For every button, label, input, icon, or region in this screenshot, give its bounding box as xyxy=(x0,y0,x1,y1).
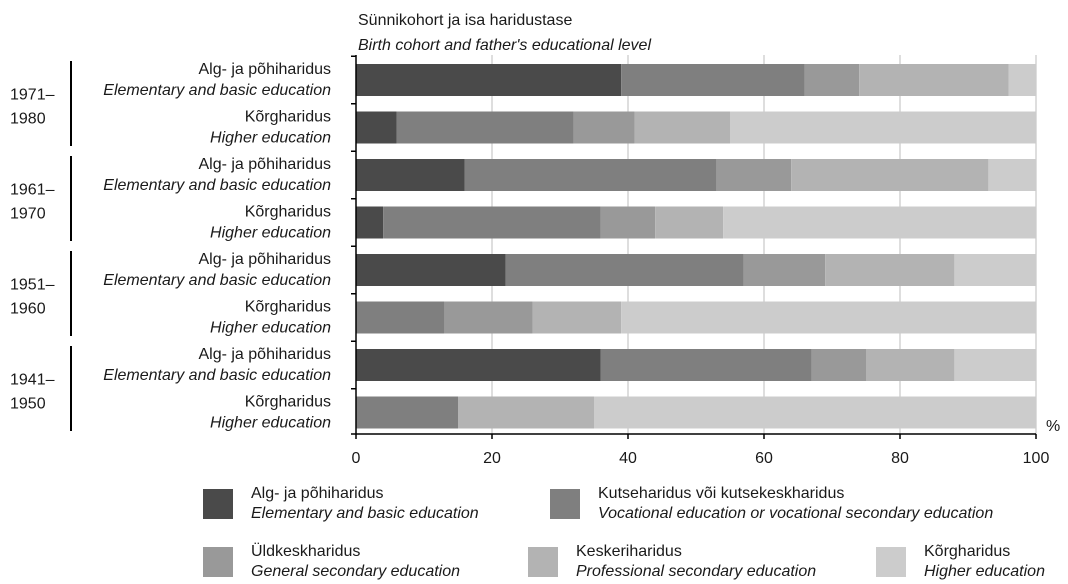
cohort-label-start: 1951– xyxy=(10,277,55,294)
legend-item-higher: Kõrgharidus Higher education xyxy=(876,542,1045,582)
cohort-label-end: 1970 xyxy=(10,206,46,223)
category-label-en: Elementary and basic education xyxy=(103,177,331,194)
bar-segment xyxy=(396,111,574,144)
category-label-en: Higher education xyxy=(210,415,331,432)
x-tick-label: 0 xyxy=(352,450,361,467)
bar-segment xyxy=(356,159,465,191)
category-label-en: Elementary and basic education xyxy=(103,367,331,384)
x-tick-label: 80 xyxy=(891,450,909,467)
category-label-et: Kõrgharidus xyxy=(245,109,331,126)
bar-segment xyxy=(791,159,989,191)
category-label-et: Alg- ja põhiharidus xyxy=(198,251,331,268)
legend-item-vocational: Kutseharidus või kutsekeskharidus Vocati… xyxy=(550,484,993,524)
bar-segment xyxy=(464,159,717,191)
category-label-en: Elementary and basic education xyxy=(103,82,331,99)
bar-segment xyxy=(458,396,594,429)
category-label-et: Kõrgharidus xyxy=(245,299,331,316)
category-label-et: Kõrgharidus xyxy=(245,394,331,411)
category-label-en: Elementary and basic education xyxy=(103,272,331,289)
legend-item-elementary: Alg- ja põhiharidus Elementary and basic… xyxy=(203,484,479,524)
legend-label-et: Üldkeskharidus xyxy=(251,543,361,560)
bar-segment xyxy=(444,301,533,334)
legend-label-et: Kõrgharidus xyxy=(924,543,1011,560)
legend-label-en: General secondary education xyxy=(251,563,461,580)
legend-label-en: Higher education xyxy=(924,563,1045,580)
x-tick-label: 100 xyxy=(1023,450,1050,467)
bar-segment xyxy=(716,159,792,191)
legend-label-en: Elementary and basic education xyxy=(251,505,479,522)
legend-swatch xyxy=(203,489,233,519)
cohort-label-start: 1961– xyxy=(10,182,55,199)
cohort-label-start: 1971– xyxy=(10,87,55,104)
legend-swatch xyxy=(528,547,558,577)
bar-segment xyxy=(723,206,1036,239)
legend-label-et: Keskeriharidus xyxy=(576,543,682,560)
legend-item-professional-secondary: Keskeriharidus Professional secondary ed… xyxy=(528,542,816,582)
chart: Sünnikohort ja isa haridustase Birth coh… xyxy=(10,12,1060,467)
category-label-et: Alg- ja põhiharidus xyxy=(198,346,331,363)
bar-segment xyxy=(634,111,730,144)
x-tick-label: 60 xyxy=(755,450,773,467)
bar-segment xyxy=(825,254,955,286)
cohort-label-end: 1950 xyxy=(10,396,46,413)
legend-label-en: Vocational education or vocational secon… xyxy=(598,505,994,522)
bar-segment xyxy=(356,396,458,429)
bar-segment xyxy=(356,64,622,96)
bar-segment xyxy=(988,159,1036,191)
chart-subtitle: Birth cohort and father's educational le… xyxy=(358,37,651,54)
bar-segment xyxy=(600,206,656,239)
bar-segment xyxy=(356,254,506,286)
legend-swatch xyxy=(876,547,906,577)
category-label-et: Kõrgharidus xyxy=(245,204,331,221)
x-tick-label: 20 xyxy=(483,450,501,467)
x-tick-label: 40 xyxy=(619,450,637,467)
bar-segment xyxy=(532,301,622,334)
bar-segment xyxy=(573,111,635,144)
category-label-et: Alg- ja põhiharidus xyxy=(198,156,331,173)
bar-segment xyxy=(859,64,1009,96)
x-axis-unit-label: % xyxy=(1046,418,1060,435)
legend-label-et: Kutseharidus või kutsekeskharidus xyxy=(598,485,845,502)
bar-segment xyxy=(866,349,955,381)
bar-segment xyxy=(954,254,1036,286)
chart-title: Sünnikohort ja isa haridustase xyxy=(358,12,572,29)
bar-segment xyxy=(621,64,805,96)
cohort-label-end: 1960 xyxy=(10,301,46,318)
bar-segment xyxy=(655,206,724,239)
category-label-en: Higher education xyxy=(210,130,331,147)
bar-segment xyxy=(743,254,826,286)
bar-segment xyxy=(356,111,397,144)
bar-segment xyxy=(600,349,812,381)
bar-segment xyxy=(621,301,1036,334)
cohort-label-start: 1941– xyxy=(10,372,55,389)
category-label-en: Higher education xyxy=(210,320,331,337)
cohort-label-end: 1980 xyxy=(10,111,46,128)
legend-label-en: Professional secondary education xyxy=(576,563,817,580)
legend-label-et: Alg- ja põhiharidus xyxy=(251,485,384,502)
bars xyxy=(356,64,1036,429)
category-labels: Alg- ja põhiharidus Elementary and basic … xyxy=(10,61,331,432)
bar-segment xyxy=(1008,64,1036,96)
bar-segment xyxy=(730,111,1036,144)
legend-swatch xyxy=(550,489,580,519)
category-label-en: Higher education xyxy=(210,225,331,242)
bar-segment xyxy=(594,396,1036,429)
category-label-et: Alg- ja põhiharidus xyxy=(198,61,331,78)
axes: 0 20 40 60 80 100 xyxy=(351,55,1049,467)
bar-segment xyxy=(356,349,601,381)
bar-segment xyxy=(356,301,445,334)
bar-segment xyxy=(804,64,860,96)
bar-segment xyxy=(383,206,601,239)
bar-segment xyxy=(505,254,744,286)
bar-segment xyxy=(954,349,1036,381)
legend-swatch xyxy=(203,547,233,577)
bar-segment xyxy=(811,349,866,381)
legend-item-general-secondary: Üldkeskharidus General secondary educati… xyxy=(203,542,460,582)
bar-segment xyxy=(356,206,384,239)
